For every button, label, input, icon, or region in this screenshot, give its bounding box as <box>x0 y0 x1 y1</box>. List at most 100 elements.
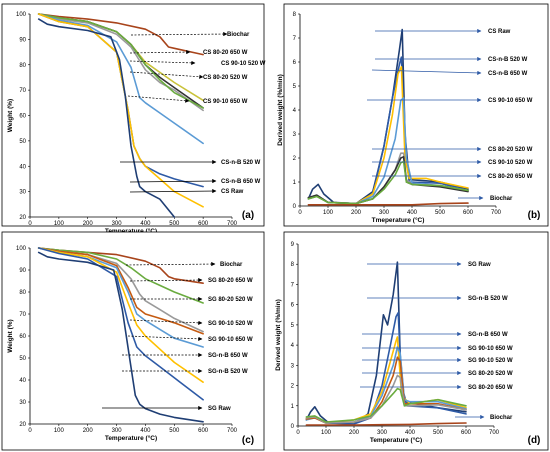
annotation-label: SG 80-20 650 W <box>468 385 513 391</box>
annotation-label: SG 80-20 650 W <box>208 278 253 284</box>
x-tick-label: 700 <box>227 428 238 434</box>
annotation-label: SG 90-10 650 W <box>208 337 253 343</box>
y-tick-label: 5 <box>291 323 295 329</box>
y-tick-label: 20 <box>19 215 26 221</box>
y-tick-label: 7 <box>291 282 295 288</box>
y-tick-label: 40 <box>19 378 26 384</box>
annotation-label: Biochar <box>490 196 513 202</box>
series-line-sg-raw <box>37 251 204 423</box>
x-tick-label: 500 <box>435 210 446 216</box>
x-tick-label: 500 <box>169 221 180 227</box>
annotation-label: SG 90-10 520 W <box>468 358 513 364</box>
y-tick-label: 0 <box>291 424 295 430</box>
y-tick-label: 6 <box>291 303 295 309</box>
annotation-label: Biochar <box>220 262 243 268</box>
annotation-label: SG Raw <box>208 406 231 412</box>
series-line-sg-80-20-650-w <box>37 247 204 304</box>
y-tick-label: 4 <box>293 108 297 114</box>
x-tick-label: 400 <box>407 210 418 216</box>
series-line-sg-n-b-520-w <box>37 247 204 401</box>
panel-c: 0 100 200 300 400 500 600 700 20 30 40 50 60 70 80 90 10… <box>1 231 265 451</box>
y-tick-label: 2 <box>291 384 295 390</box>
annotation-label: CS 90-10 650 W <box>203 99 248 105</box>
series-line-cs-n-b-650-w <box>37 13 204 145</box>
y-tick-label: 30 <box>19 190 26 196</box>
annotation-label: CS-n-B 520 W <box>221 160 261 166</box>
x-tick-label: 300 <box>112 221 123 227</box>
annotation-label: CS-n-B 650 W <box>221 179 261 185</box>
x-tick-label: 600 <box>198 428 209 434</box>
panel-frame <box>1 3 265 227</box>
x-tick-label: 100 <box>323 210 334 216</box>
x-tick-label: 500 <box>433 430 444 436</box>
y-tick-label: 50 <box>19 139 26 145</box>
annotation-label: SG-n-B 520 W <box>208 369 248 375</box>
panel-d: 0 100 200 300 400 500 600 700 0 1 2 3 4 5 6 7 8 9 Temperat… <box>275 231 549 451</box>
annotation-arrow <box>129 71 204 79</box>
annotation-label: Biochar <box>490 415 513 421</box>
annotation-label: CS 80-20 650 W <box>488 174 533 180</box>
x-tick-label: 500 <box>169 428 180 434</box>
x-axis-label: Temperature (°C) <box>105 434 157 442</box>
panel-frame <box>283 3 549 227</box>
annotation-label: CS-n-B 520 W <box>488 57 528 63</box>
y-tick-label: 70 <box>19 88 26 94</box>
y-tick-label: 5 <box>293 84 297 90</box>
x-tick-label: 400 <box>140 428 151 434</box>
annotation-arrow <box>129 49 191 55</box>
y-tick-label: 1 <box>293 180 297 186</box>
annotation-label: CS 80-20 650 W <box>203 50 248 56</box>
x-tick-label: 700 <box>227 221 238 227</box>
y-tick-label: 60 <box>19 114 26 120</box>
annotation-label: Biochar <box>227 32 250 38</box>
x-tick-label: 700 <box>489 430 500 436</box>
annotation-label: CS-n-B 650 W <box>488 71 528 77</box>
annotation-arrow <box>125 261 216 267</box>
annotation-label: SG 90-10 520 W <box>208 321 253 327</box>
y-tick-label: 2 <box>293 156 297 162</box>
x-tick-label: 300 <box>112 428 123 434</box>
x-tick-label: 100 <box>321 430 332 436</box>
annotation-label: SG 80-20 520 W <box>468 371 513 377</box>
x-tick-label: 400 <box>405 430 416 436</box>
panel-b: 0 100 200 300 400 500 600 700 0 1 2 3 4 5 6 7 8 Tmeperatu… <box>277 3 549 227</box>
y-tick-label: 90 <box>19 268 26 274</box>
x-tick-label: 200 <box>351 210 362 216</box>
y-tick-label: 6 <box>293 60 297 66</box>
series-line-biochar <box>307 202 469 206</box>
annotation-label: SG 80-20 520 W <box>208 297 253 303</box>
annotation-label: CS 80-20 520 W <box>488 147 533 153</box>
annotation-label: SG-n-B 520 W <box>468 296 508 302</box>
panel-tag: (d) <box>528 435 541 446</box>
annotation-arrow <box>129 178 217 184</box>
annotation-label: CS 80-20 520 W <box>203 75 248 81</box>
series-line-cs-80-20-650-w <box>307 160 469 205</box>
annotation-arrow <box>371 69 482 75</box>
panel-a: 0 100 200 300 400 500 600 700 20 30 40 50 60 70 80 90 10… <box>1 3 266 235</box>
y-axis-label: Derived weight (%/min) <box>277 74 284 146</box>
y-tick-label: 3 <box>293 132 297 138</box>
y-tick-label: 70 <box>19 312 26 318</box>
y-axis-label: Derived weight (%/min) <box>275 299 282 371</box>
panel-tag: (c) <box>242 435 254 446</box>
y-tick-label: 40 <box>19 164 26 170</box>
x-tick-label: 600 <box>463 210 474 216</box>
x-tick-label: 200 <box>83 221 94 227</box>
x-tick-label: 700 <box>491 210 502 216</box>
annotation-label: SG Raw <box>468 262 491 268</box>
series-line-sg-80-20-520-w <box>305 374 467 424</box>
series-line-sg-80-20-650-w <box>305 387 467 423</box>
annotation-arrow <box>129 277 203 283</box>
y-tick-label: 80 <box>19 63 26 69</box>
x-tick-label: 0 <box>298 210 302 216</box>
annotation-arrow <box>127 335 203 341</box>
y-tick-label: 100 <box>16 246 27 252</box>
y-tick-label: 0 <box>293 204 297 210</box>
annotation-label: SG 90-10 650 W <box>468 346 513 352</box>
y-tick-label: 90 <box>19 37 26 43</box>
y-tick-label: 80 <box>19 290 26 296</box>
annotation-label: SG-n-B 650 W <box>208 353 248 359</box>
annotation-label: CS Raw <box>488 29 511 35</box>
y-tick-label: 50 <box>19 356 26 362</box>
